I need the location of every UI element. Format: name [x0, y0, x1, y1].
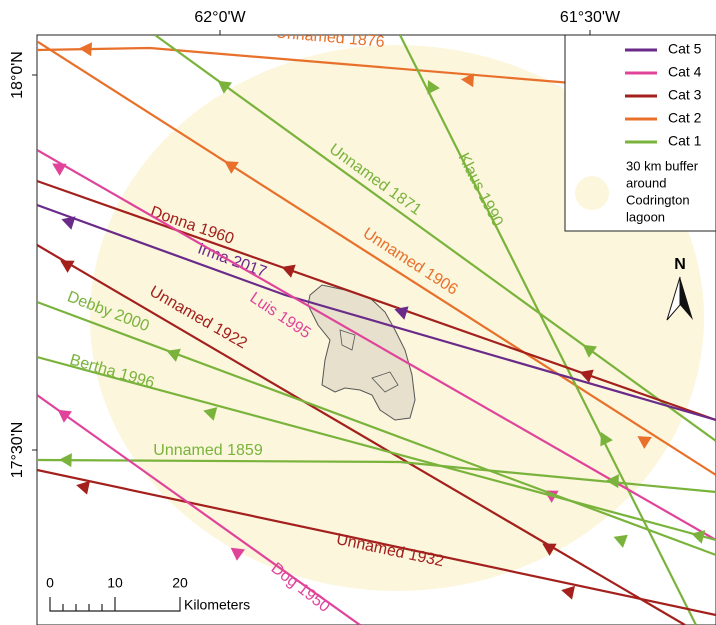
storm-track: Unnamed 1859: [37, 442, 716, 494]
track-label: Unnamed 1859: [153, 442, 263, 459]
track-arrow: [217, 80, 233, 94]
storm-track: Unnamed 1876: [37, 35, 716, 97]
north-arrow: N: [666, 256, 693, 321]
track-arrow: [561, 585, 575, 600]
track-arrow: [542, 543, 557, 556]
track-line: [37, 394, 361, 625]
track-arrow: [427, 79, 440, 95]
track-arrow: [224, 161, 239, 174]
track-arrow: [59, 453, 72, 468]
track-arrow: [57, 409, 72, 423]
legend: Cat 5 Cat 4 Cat 3 Cat 2 Cat 1 30 km buff…: [564, 34, 716, 232]
track-arrow: [79, 42, 93, 57]
north-arrow-left: [666, 276, 681, 321]
scale-bar: 0 10 20 Kilometers: [44, 572, 269, 616]
track-arrow: [691, 530, 706, 544]
track-arrow: [394, 306, 409, 320]
track-arrow: [61, 216, 76, 230]
track-arrow: [281, 264, 296, 278]
lat-label: 17°30'N: [9, 422, 26, 479]
lon-label: 62°0'W: [194, 9, 246, 26]
track-line: [37, 300, 716, 557]
legend-label: Cat 5: [668, 41, 702, 57]
track-line: [399, 35, 697, 625]
legend-label: Cat 3: [668, 87, 702, 103]
track-line: [37, 244, 686, 625]
legend-label: lagoon: [626, 209, 665, 224]
track-arrow: [600, 431, 613, 447]
track-line: [37, 149, 716, 541]
island: [307, 284, 416, 421]
scale-line: [49, 597, 181, 612]
scale-unit: Kilometers: [184, 597, 250, 613]
track-arrow: [613, 534, 628, 548]
track-arrow: [52, 163, 67, 176]
north-label: N: [674, 256, 686, 273]
scale-label: 0: [46, 575, 54, 591]
track-line: [154, 35, 716, 442]
track-line: [37, 46, 716, 97]
track-arrow: [230, 547, 245, 561]
track-line: [37, 203, 716, 422]
scale-bg: [44, 572, 269, 616]
scale-label: 20: [172, 575, 188, 591]
legend-label: Cat 4: [668, 64, 702, 80]
track-arrow: [166, 348, 181, 362]
legend-label: Codrington: [626, 192, 690, 207]
track-arrow: [606, 474, 619, 489]
lagoon: [339, 329, 399, 393]
legend-label: around: [626, 175, 666, 190]
legend-label: 30 km buffer: [626, 158, 699, 173]
track-line: [37, 39, 716, 476]
lon-label: 61°30'W: [560, 9, 621, 26]
track-line: [37, 179, 716, 422]
track-arrow: [579, 369, 594, 383]
legend-buffer: [575, 176, 609, 210]
north-arrow-right: [680, 277, 693, 320]
track-arrow: [203, 407, 218, 421]
track-arrow: [582, 344, 598, 358]
track-arrow: [60, 260, 75, 273]
legend-label: Cat 1: [668, 133, 702, 149]
track-arrow: [76, 480, 90, 495]
track-line: [37, 355, 716, 542]
lat-label: 18°0'N: [9, 51, 26, 99]
scale-label: 10: [107, 575, 123, 591]
track-arrow: [637, 436, 652, 449]
legend-label: Cat 2: [668, 110, 702, 126]
track-arrow: [461, 73, 475, 88]
buffer-zone: [90, 45, 704, 591]
track-line: [37, 468, 716, 617]
